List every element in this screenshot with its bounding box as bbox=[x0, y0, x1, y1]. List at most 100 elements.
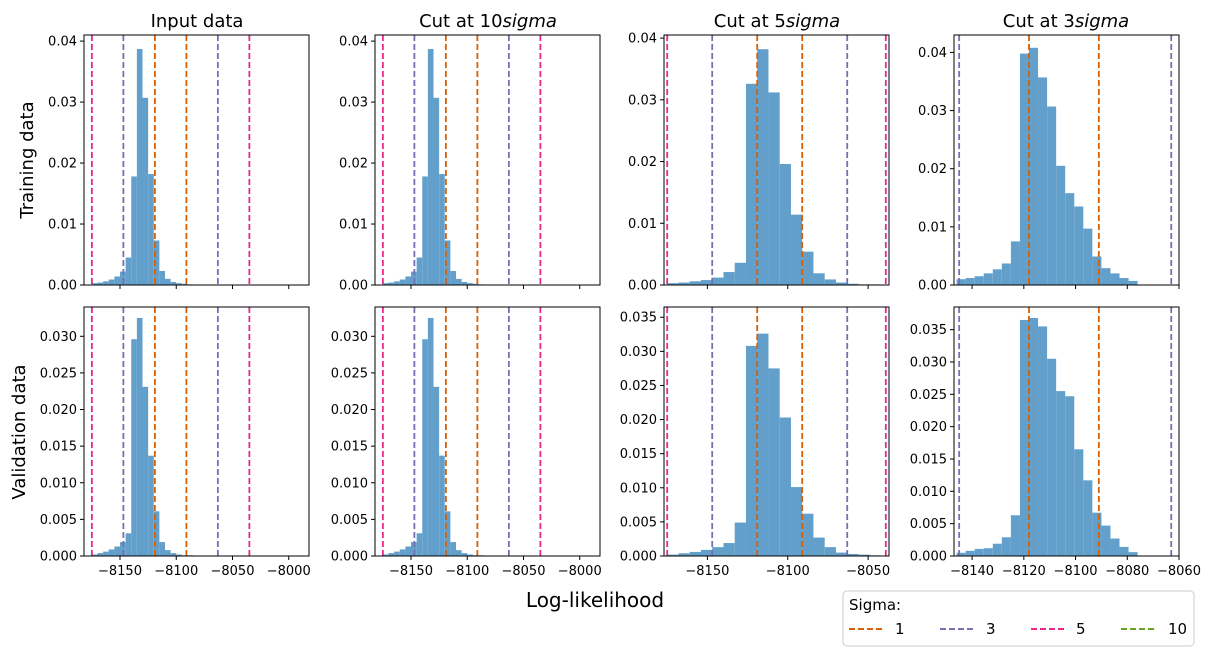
legend-frame bbox=[842, 590, 1195, 647]
histogram-bar bbox=[405, 546, 412, 556]
row-label-validation: Validation data bbox=[9, 364, 30, 499]
histogram-bar bbox=[734, 522, 746, 556]
y-tick-label: 0.02 bbox=[48, 157, 77, 172]
histogram-bar bbox=[1083, 228, 1093, 285]
histogram-bar bbox=[983, 548, 993, 556]
x-tick-label: −8100 bbox=[154, 564, 198, 579]
y-tick-label: 0.015 bbox=[620, 447, 657, 462]
y-tick-label: 0.030 bbox=[910, 355, 947, 370]
histogram-bar bbox=[1128, 280, 1138, 285]
histogram-bar bbox=[1101, 268, 1111, 285]
histogram-bar bbox=[176, 554, 182, 556]
histogram-bar bbox=[103, 281, 109, 285]
y-tick-label: 0.025 bbox=[331, 366, 368, 381]
histogram-bar bbox=[965, 278, 975, 285]
histogram-bar bbox=[956, 279, 966, 285]
y-tick-label: 0.030 bbox=[40, 330, 77, 345]
histogram-bar bbox=[125, 257, 132, 285]
y-tick-label: 0.025 bbox=[620, 379, 657, 394]
histogram-bar bbox=[813, 273, 825, 285]
y-tick-label: 0.015 bbox=[910, 452, 947, 467]
histogram-bar bbox=[120, 542, 126, 556]
histogram-bar bbox=[723, 272, 735, 285]
column-title-3: Cut at 5sigma bbox=[714, 11, 840, 32]
histogram-bar bbox=[131, 339, 137, 556]
histogram-bar bbox=[1047, 358, 1057, 556]
histogram-bar bbox=[399, 279, 406, 285]
histogram-bar bbox=[439, 455, 445, 556]
histogram-bar bbox=[461, 281, 468, 285]
histogram-bar bbox=[103, 551, 109, 556]
y-tick-label: 0.010 bbox=[331, 476, 368, 491]
histogram-bar bbox=[723, 543, 735, 556]
y-tick-label: 0.01 bbox=[48, 218, 77, 233]
legend: Sigma: 1 3 5 10 bbox=[842, 590, 1195, 647]
y-tick-label: 0.02 bbox=[918, 162, 947, 177]
histogram-bar bbox=[689, 281, 701, 285]
x-tick-label: −8050 bbox=[846, 564, 890, 579]
x-axis-label: Log-likelihood bbox=[526, 588, 664, 612]
histogram-bar bbox=[965, 550, 975, 556]
axes-frame bbox=[953, 34, 1180, 286]
x-tick-label: −8050 bbox=[502, 564, 546, 579]
histogram-bar bbox=[97, 282, 104, 285]
histogram-bar bbox=[974, 276, 984, 285]
histogram-bar bbox=[1083, 480, 1093, 556]
y-tick-label: 0.01 bbox=[918, 220, 947, 235]
y-tick-label: 0.005 bbox=[331, 513, 368, 528]
histogram-bar bbox=[450, 542, 457, 556]
histogram-bar bbox=[700, 280, 713, 285]
histogram-bar bbox=[456, 550, 462, 556]
histogram-bar bbox=[802, 251, 814, 285]
histogram-bar bbox=[444, 240, 451, 285]
histogram-bar bbox=[148, 174, 154, 285]
histogram-bar bbox=[1010, 515, 1020, 556]
y-tick-label: 0.005 bbox=[910, 517, 947, 532]
histogram-bar bbox=[678, 553, 690, 556]
histogram-bar bbox=[768, 92, 780, 285]
histogram-bar bbox=[689, 551, 701, 556]
x-tick-label: −8100 bbox=[1054, 564, 1098, 579]
panel-training-1: 0.00 0.01 0.02 0.03 0.04 bbox=[48, 34, 310, 294]
histogram-bar bbox=[131, 176, 137, 285]
histogram-bar bbox=[813, 537, 825, 556]
histogram-bar bbox=[667, 554, 679, 556]
x-tick-label: −8060 bbox=[1157, 564, 1201, 579]
histogram-bar bbox=[450, 270, 457, 285]
histogram-bar bbox=[835, 282, 848, 285]
histogram-bar bbox=[142, 97, 149, 285]
y-tick-label: 0.03 bbox=[339, 96, 368, 111]
histogram-bar bbox=[1010, 241, 1020, 285]
axes-frame bbox=[374, 34, 601, 286]
y-tick-label: 0.010 bbox=[910, 485, 947, 500]
row-label-training: Training data bbox=[17, 101, 38, 219]
histogram-bar bbox=[779, 164, 791, 285]
histogram-bar bbox=[382, 554, 389, 556]
axes-frame bbox=[374, 306, 601, 557]
histogram-bar bbox=[1101, 525, 1111, 556]
histogram-bar bbox=[790, 487, 803, 556]
y-tick-label: 0.000 bbox=[40, 550, 77, 565]
histogram-bar bbox=[153, 240, 160, 285]
histogram-bar bbox=[405, 276, 412, 285]
column-title-4: Cut at 3sigma bbox=[1003, 11, 1129, 32]
histogram-bar bbox=[1128, 552, 1138, 556]
y-tick-label: 0.020 bbox=[620, 413, 657, 428]
y-tick-label: 0.010 bbox=[620, 481, 657, 496]
histogram-bar bbox=[1092, 256, 1102, 285]
histogram-bar bbox=[165, 550, 171, 556]
histogram-bar bbox=[388, 553, 395, 556]
y-tick-label: 0.01 bbox=[339, 218, 368, 233]
y-tick-label: 0.000 bbox=[620, 550, 657, 565]
y-tick-label: 0.005 bbox=[40, 513, 77, 528]
histogram-bar bbox=[1119, 546, 1129, 556]
y-tick-label: 0.015 bbox=[40, 440, 77, 455]
histogram-bar bbox=[416, 533, 423, 556]
histogram-bar bbox=[125, 533, 132, 556]
histogram-bar bbox=[1110, 538, 1120, 556]
axes-frame bbox=[663, 306, 890, 557]
histogram-bar bbox=[847, 283, 859, 285]
panel-training-4: 0.00 0.01 0.02 0.03 0.04 bbox=[918, 34, 1180, 294]
histogram-bar bbox=[1065, 396, 1075, 556]
panel-training-2: 0.00 0.01 0.02 0.03 0.04 bbox=[339, 34, 601, 294]
